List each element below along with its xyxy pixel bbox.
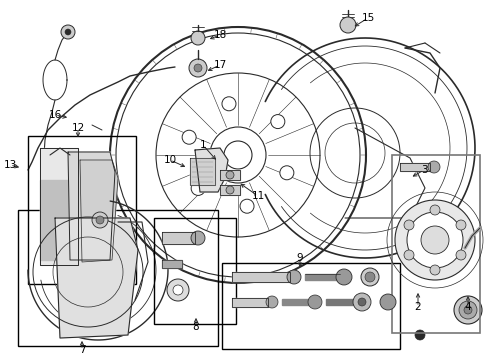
Circle shape: [191, 231, 204, 245]
Polygon shape: [80, 160, 118, 262]
Circle shape: [96, 216, 104, 224]
Circle shape: [279, 166, 293, 180]
Text: 12: 12: [71, 123, 84, 133]
Polygon shape: [325, 299, 357, 305]
Circle shape: [453, 296, 481, 324]
Circle shape: [394, 200, 474, 280]
Bar: [28, 136, 136, 284]
Circle shape: [455, 220, 465, 230]
Circle shape: [455, 250, 465, 260]
Polygon shape: [55, 218, 138, 338]
Text: 18: 18: [213, 30, 226, 40]
Circle shape: [225, 186, 234, 194]
Circle shape: [191, 31, 204, 45]
Text: 3: 3: [420, 165, 427, 175]
Text: 16: 16: [48, 110, 61, 120]
Polygon shape: [68, 152, 115, 260]
Circle shape: [65, 29, 71, 35]
Text: 4: 4: [464, 302, 470, 312]
Bar: [154, 218, 236, 324]
Text: 7: 7: [79, 345, 85, 355]
Circle shape: [265, 296, 278, 308]
Polygon shape: [190, 158, 215, 185]
Circle shape: [167, 279, 189, 301]
Text: 9: 9: [296, 253, 303, 263]
Circle shape: [307, 295, 321, 309]
Circle shape: [360, 268, 378, 286]
Polygon shape: [40, 180, 68, 260]
Circle shape: [458, 301, 476, 319]
Circle shape: [61, 25, 75, 39]
Polygon shape: [162, 260, 182, 268]
Text: 15: 15: [361, 13, 374, 23]
Text: 17: 17: [213, 60, 226, 70]
Circle shape: [406, 212, 462, 268]
Circle shape: [92, 212, 108, 228]
Polygon shape: [220, 185, 240, 195]
Polygon shape: [162, 232, 195, 244]
Circle shape: [225, 171, 234, 179]
Circle shape: [173, 285, 183, 295]
Circle shape: [240, 199, 253, 213]
Text: 10: 10: [163, 155, 176, 165]
Text: 11: 11: [251, 191, 264, 201]
Circle shape: [222, 97, 236, 111]
Circle shape: [379, 294, 395, 310]
Circle shape: [224, 141, 251, 169]
Polygon shape: [399, 163, 429, 171]
Circle shape: [191, 181, 205, 195]
Circle shape: [357, 298, 365, 306]
Circle shape: [429, 265, 439, 275]
Text: 1: 1: [199, 140, 206, 150]
Circle shape: [427, 161, 439, 173]
Circle shape: [403, 250, 413, 260]
Circle shape: [414, 330, 424, 340]
Polygon shape: [231, 298, 267, 307]
Text: 2: 2: [414, 302, 421, 312]
Circle shape: [364, 272, 374, 282]
Polygon shape: [231, 272, 289, 282]
Polygon shape: [40, 148, 78, 265]
Bar: [222, 263, 399, 349]
Polygon shape: [195, 148, 227, 192]
Circle shape: [194, 64, 202, 72]
Circle shape: [335, 269, 351, 285]
Circle shape: [352, 293, 370, 311]
Circle shape: [189, 59, 206, 77]
Text: 13: 13: [3, 160, 17, 170]
Circle shape: [463, 306, 471, 314]
Circle shape: [339, 17, 355, 33]
Polygon shape: [220, 170, 240, 180]
Circle shape: [182, 130, 196, 144]
Text: 8: 8: [192, 322, 199, 332]
Circle shape: [270, 114, 284, 129]
Polygon shape: [282, 299, 309, 305]
Circle shape: [403, 220, 413, 230]
Bar: [391, 155, 479, 333]
Bar: [18, 210, 218, 346]
Polygon shape: [305, 274, 339, 280]
Circle shape: [286, 270, 301, 284]
Circle shape: [420, 226, 448, 254]
Circle shape: [429, 205, 439, 215]
